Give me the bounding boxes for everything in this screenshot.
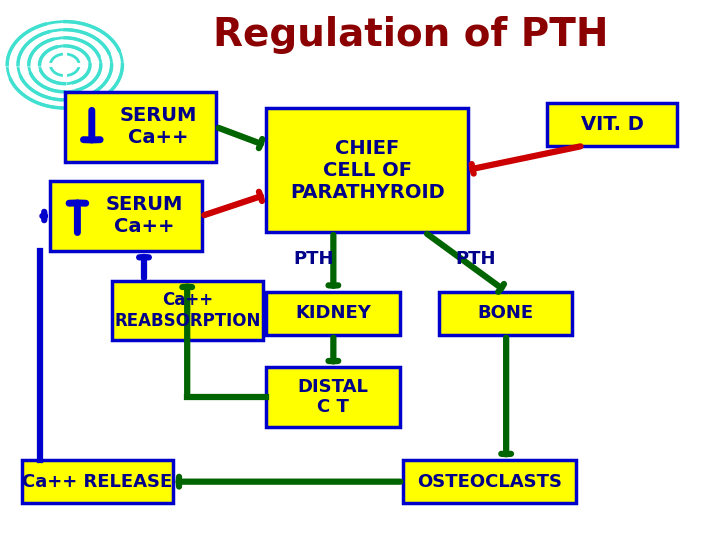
- Text: CHIEF
CELL OF
PARATHYROID: CHIEF CELL OF PARATHYROID: [290, 139, 444, 201]
- Text: SERUM
Ca++: SERUM Ca++: [120, 106, 197, 147]
- FancyBboxPatch shape: [266, 292, 400, 335]
- FancyBboxPatch shape: [65, 92, 216, 162]
- FancyBboxPatch shape: [439, 292, 572, 335]
- FancyBboxPatch shape: [266, 108, 468, 232]
- Text: Regulation of PTH: Regulation of PTH: [212, 16, 608, 54]
- Text: PTH: PTH: [293, 250, 333, 268]
- Text: Ca++ RELEASE: Ca++ RELEASE: [22, 472, 172, 491]
- Text: PTH: PTH: [455, 250, 495, 268]
- FancyBboxPatch shape: [112, 281, 263, 340]
- Text: OSTEOCLASTS: OSTEOCLASTS: [417, 472, 562, 491]
- Text: DISTAL
C T: DISTAL C T: [297, 377, 369, 416]
- Text: KIDNEY: KIDNEY: [295, 304, 371, 322]
- FancyBboxPatch shape: [50, 181, 202, 251]
- Text: BONE: BONE: [478, 304, 534, 322]
- Text: Ca++
REABSORPTION: Ca++ REABSORPTION: [114, 291, 261, 330]
- FancyBboxPatch shape: [22, 460, 173, 503]
- FancyBboxPatch shape: [403, 460, 576, 503]
- FancyBboxPatch shape: [266, 367, 400, 427]
- FancyBboxPatch shape: [547, 103, 677, 146]
- Text: SERUM
Ca++: SERUM Ca++: [105, 195, 183, 237]
- Text: VIT. D: VIT. D: [580, 114, 644, 134]
